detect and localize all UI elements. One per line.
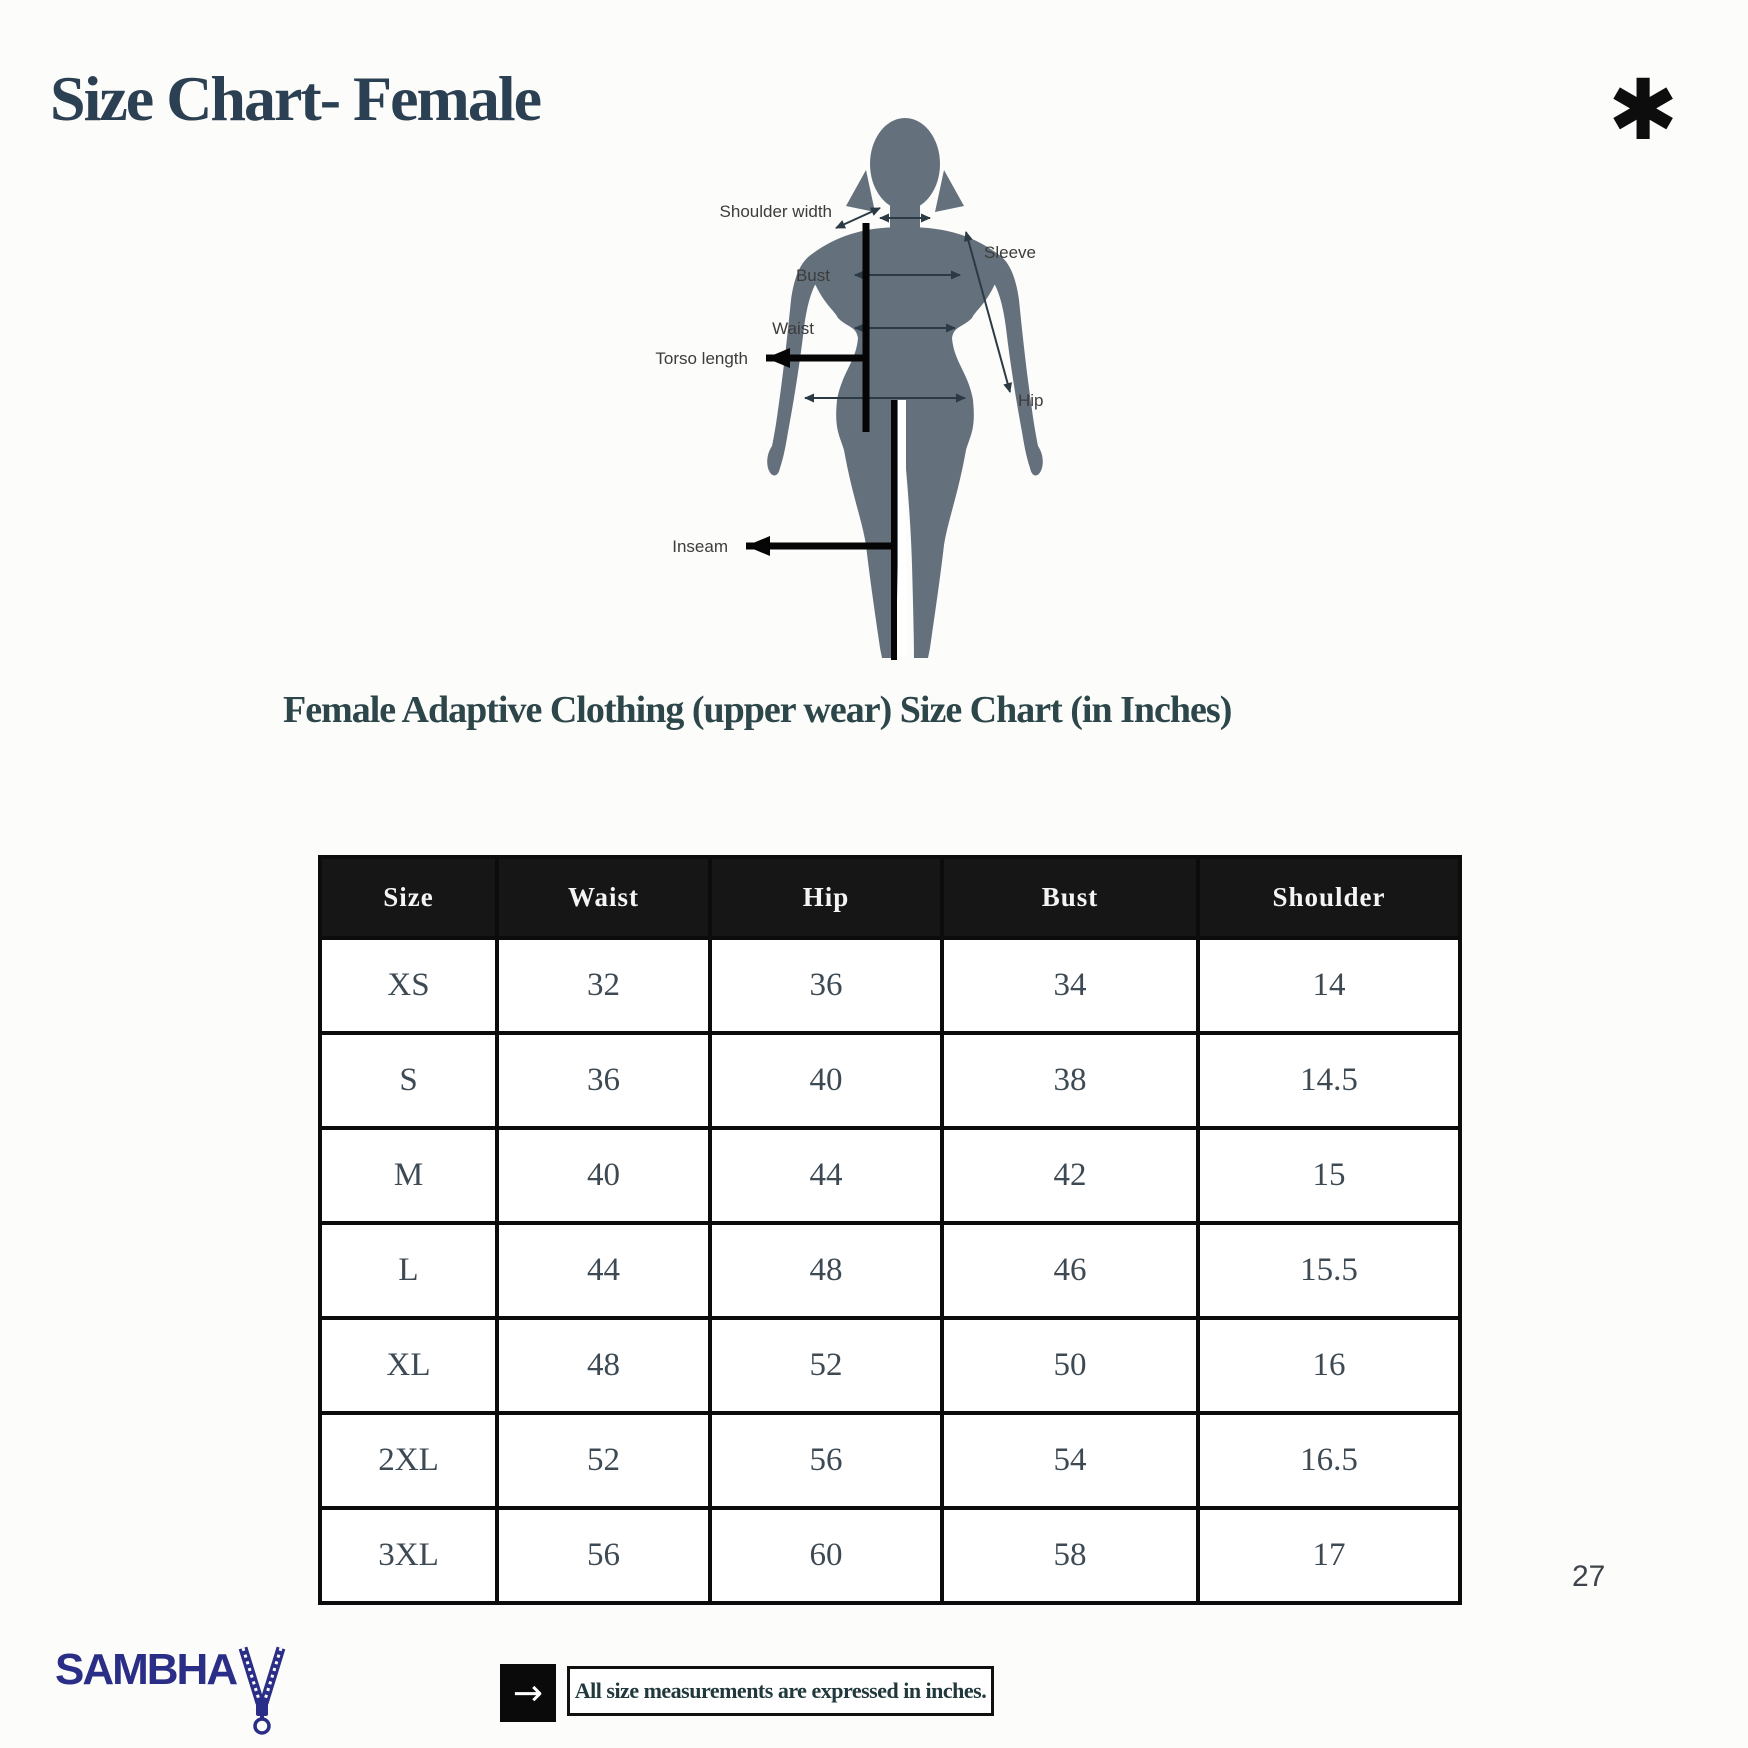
next-page-button[interactable]: → bbox=[500, 1664, 556, 1722]
shoulder-cell: 15.5 bbox=[1196, 1221, 1462, 1320]
size-cell: L bbox=[318, 1221, 499, 1320]
page-title: Size Chart- Female bbox=[50, 63, 542, 134]
waist-label: Waist bbox=[772, 319, 814, 338]
table-row: 2XL 52 56 54 16.5 bbox=[318, 1411, 1462, 1510]
table-row: S 36 40 38 14.5 bbox=[318, 1031, 1462, 1130]
body-measurement-diagram: Shoulder width Bust Waist Torso length S… bbox=[655, 118, 1044, 660]
column-header-waist: Waist bbox=[495, 855, 712, 940]
hip-cell: 52 bbox=[708, 1316, 944, 1415]
waist-cell: 52 bbox=[495, 1411, 712, 1510]
silhouette-right-arm bbox=[989, 254, 1043, 476]
waist-cell: 56 bbox=[495, 1506, 712, 1605]
hip-cell: 48 bbox=[708, 1221, 944, 1320]
shoulder-cell: 14 bbox=[1196, 936, 1462, 1035]
waist-cell: 48 bbox=[495, 1316, 712, 1415]
column-header-bust: Bust bbox=[940, 855, 1200, 940]
table-header-row: Size Waist Hip Bust Shoulder bbox=[318, 855, 1462, 940]
torso-length-label: Torso length bbox=[655, 349, 748, 368]
sleeve-label: Sleeve bbox=[984, 243, 1036, 262]
silhouette-hair-left bbox=[846, 170, 875, 212]
size-cell: 3XL bbox=[318, 1506, 499, 1605]
measurement-note: All size measurements are expressed in i… bbox=[567, 1666, 994, 1716]
shoulder-width-arrow bbox=[835, 207, 881, 229]
silhouette-left-arm bbox=[767, 254, 821, 476]
zipper-v-icon bbox=[238, 1646, 286, 1735]
size-cell: XS bbox=[318, 936, 499, 1035]
hip-label: Hip bbox=[1018, 391, 1044, 410]
table-title: Female Adaptive Clothing (upper wear) Si… bbox=[283, 689, 1232, 731]
inseam-label: Inseam bbox=[672, 537, 728, 556]
silhouette-hair-right bbox=[935, 170, 964, 212]
page-number: 27 bbox=[1572, 1560, 1606, 1593]
waist-cell: 32 bbox=[495, 936, 712, 1035]
size-chart-table: Size Waist Hip Bust Shoulder XS 32 36 34… bbox=[318, 855, 1462, 1605]
hip-cell: 36 bbox=[708, 936, 944, 1035]
column-header-size: Size bbox=[318, 855, 499, 940]
size-cell: XL bbox=[318, 1316, 499, 1415]
shoulder-cell: 14.5 bbox=[1196, 1031, 1462, 1130]
hip-cell: 60 bbox=[708, 1506, 944, 1605]
column-header-hip: Hip bbox=[708, 855, 944, 940]
bust-cell: 42 bbox=[940, 1126, 1200, 1225]
hip-cell: 40 bbox=[708, 1031, 944, 1130]
shoulder-width-label: Shoulder width bbox=[720, 202, 832, 221]
shoulder-cell: 17 bbox=[1196, 1506, 1462, 1605]
waist-cell: 44 bbox=[495, 1221, 712, 1320]
table-row: L 44 48 46 15.5 bbox=[318, 1221, 1462, 1320]
measurement-arrows bbox=[804, 207, 1012, 403]
hip-cell: 44 bbox=[708, 1126, 944, 1225]
table-row: XL 48 52 50 16 bbox=[318, 1316, 1462, 1415]
waist-cell: 40 bbox=[495, 1126, 712, 1225]
bust-label: Bust bbox=[796, 266, 830, 285]
shoulder-cell: 16.5 bbox=[1196, 1411, 1462, 1510]
logo-text: SAMBHA bbox=[55, 1645, 238, 1694]
note-text: All size measurements are expressed in i… bbox=[574, 1678, 987, 1703]
bust-cell: 54 bbox=[940, 1411, 1200, 1510]
asterisk-icon: ✱ bbox=[1608, 61, 1679, 159]
column-header-shoulder: Shoulder bbox=[1196, 855, 1462, 940]
table-row: 3XL 56 60 58 17 bbox=[318, 1506, 1462, 1605]
sleeve-arrow bbox=[964, 231, 1012, 393]
size-cell: 2XL bbox=[318, 1411, 499, 1510]
bust-cell: 58 bbox=[940, 1506, 1200, 1605]
sambhav-logo: SAMBHA bbox=[55, 1645, 287, 1740]
right-arrow-icon: → bbox=[512, 1672, 544, 1714]
table-row: M 40 44 42 15 bbox=[318, 1126, 1462, 1225]
bust-cell: 38 bbox=[940, 1031, 1200, 1130]
silhouette-head bbox=[870, 118, 940, 210]
bust-cell: 34 bbox=[940, 936, 1200, 1035]
bust-cell: 50 bbox=[940, 1316, 1200, 1415]
shoulder-cell: 16 bbox=[1196, 1316, 1462, 1415]
hip-cell: 56 bbox=[708, 1411, 944, 1510]
table-row: XS 32 36 34 14 bbox=[318, 936, 1462, 1035]
waist-cell: 36 bbox=[495, 1031, 712, 1130]
shoulder-cell: 15 bbox=[1196, 1126, 1462, 1225]
bust-cell: 46 bbox=[940, 1221, 1200, 1320]
size-cell: M bbox=[318, 1126, 499, 1225]
size-cell: S bbox=[318, 1031, 499, 1130]
